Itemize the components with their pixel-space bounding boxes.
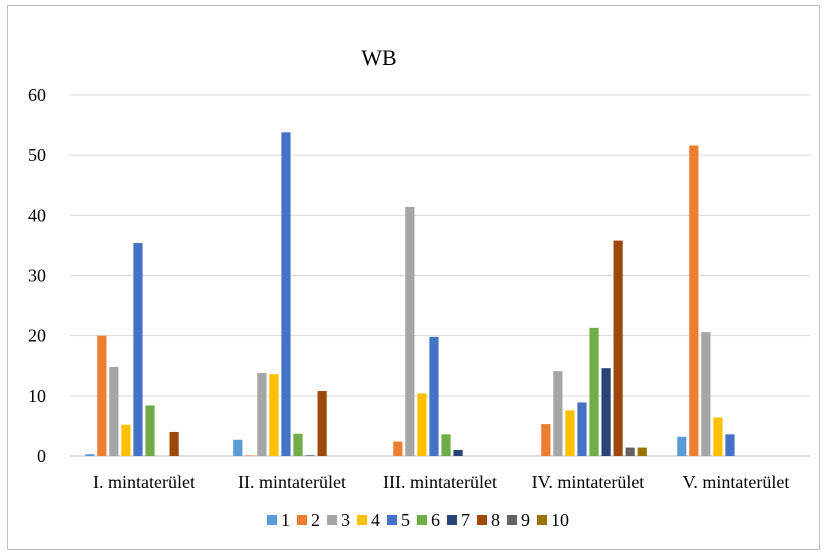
bar-series-5-4 <box>577 402 587 456</box>
bar-series-4-2 <box>269 374 279 456</box>
legend-swatch-2 <box>297 515 307 525</box>
legend-label-7: 7 <box>461 510 470 530</box>
legend-label-2: 2 <box>311 510 320 530</box>
gridlines <box>70 94 810 457</box>
bar-series-6-3 <box>441 434 451 456</box>
bar-series-7-2 <box>305 455 315 456</box>
y-tick-label: 30 <box>28 266 46 286</box>
legend-label-9: 9 <box>521 510 530 530</box>
bar-series-6-4 <box>589 327 599 456</box>
bar-series-8-4 <box>613 240 623 456</box>
y-tick-label: 0 <box>37 446 46 466</box>
y-axis-ticks: 0 10 20 30 40 50 60 <box>28 85 46 466</box>
bar-series-3-3 <box>405 206 415 456</box>
legend-swatch-5 <box>387 515 397 525</box>
legend-label-5: 5 <box>401 510 410 530</box>
legend-label-10: 10 <box>551 510 569 530</box>
bar-series-2-4 <box>541 424 551 456</box>
legend-label-4: 4 <box>371 510 380 530</box>
legend-label-8: 8 <box>491 510 500 530</box>
x-axis-ticks: I. mintaterület II. mintaterület III. mint… <box>93 472 789 492</box>
bar-series-7-3 <box>453 449 463 456</box>
legend-swatch-1 <box>267 515 277 525</box>
legend-swatch-9 <box>507 515 517 525</box>
bar-series-4-4 <box>565 410 575 456</box>
bar-series-5-2 <box>281 132 291 456</box>
legend-label-3: 3 <box>341 510 350 530</box>
bar-series-3-4 <box>553 371 563 456</box>
legend-swatch-4 <box>357 515 367 525</box>
x-tick-label: I. mintaterület <box>93 472 195 492</box>
y-tick-label: 10 <box>28 386 46 406</box>
bar-series-8-2 <box>317 391 327 456</box>
bar-series-6-1 <box>145 405 155 456</box>
bar-series-2-5 <box>689 145 699 457</box>
bar-series-4-1 <box>121 424 131 456</box>
y-tick-label: 50 <box>28 145 46 165</box>
bar-series-4-5 <box>713 417 723 456</box>
bar-series-4-3 <box>417 393 427 456</box>
bar-series-2-3 <box>393 441 403 456</box>
bar-series-6-2 <box>293 433 303 456</box>
bar-series-2-1 <box>97 335 107 456</box>
legend-swatch-10 <box>537 515 547 525</box>
bar-series-2-2 <box>245 455 255 456</box>
legend-swatch-8 <box>477 515 487 525</box>
bar-series-5-3 <box>429 336 439 456</box>
bar-series-9-4 <box>625 447 635 456</box>
bar-series-3-2 <box>257 372 267 456</box>
bar-series-8-1 <box>169 431 179 456</box>
y-tick-label: 60 <box>28 85 46 105</box>
bar-series-3-1 <box>109 366 119 456</box>
legend: 1 2 3 4 5 6 7 8 9 10 <box>267 510 569 530</box>
x-tick-label: IV. mintaterület <box>532 472 645 492</box>
y-tick-label: 20 <box>28 326 46 346</box>
bar-series-1-5 <box>677 436 687 456</box>
legend-swatch-3 <box>327 515 337 525</box>
bar-series-5-5 <box>725 434 735 456</box>
y-tick-label: 40 <box>28 205 46 225</box>
bar-series-5-1 <box>133 243 143 456</box>
legend-label-1: 1 <box>281 510 290 530</box>
bar-series-3-5 <box>701 332 711 456</box>
bar-series-1-2 <box>233 439 243 456</box>
bar-series-7-4 <box>601 368 611 456</box>
x-tick-label: III. mintaterület <box>383 472 497 492</box>
legend-swatch-7 <box>447 515 457 525</box>
chart-title: WB <box>361 45 396 70</box>
bar-series-1-1 <box>85 454 95 456</box>
legend-swatch-6 <box>417 515 427 525</box>
x-tick-label: II. mintaterület <box>238 472 346 492</box>
legend-label-6: 6 <box>431 510 440 530</box>
bars <box>85 132 735 457</box>
x-tick-label: V. mintaterület <box>683 472 790 492</box>
bar-series-10-4 <box>637 447 647 456</box>
